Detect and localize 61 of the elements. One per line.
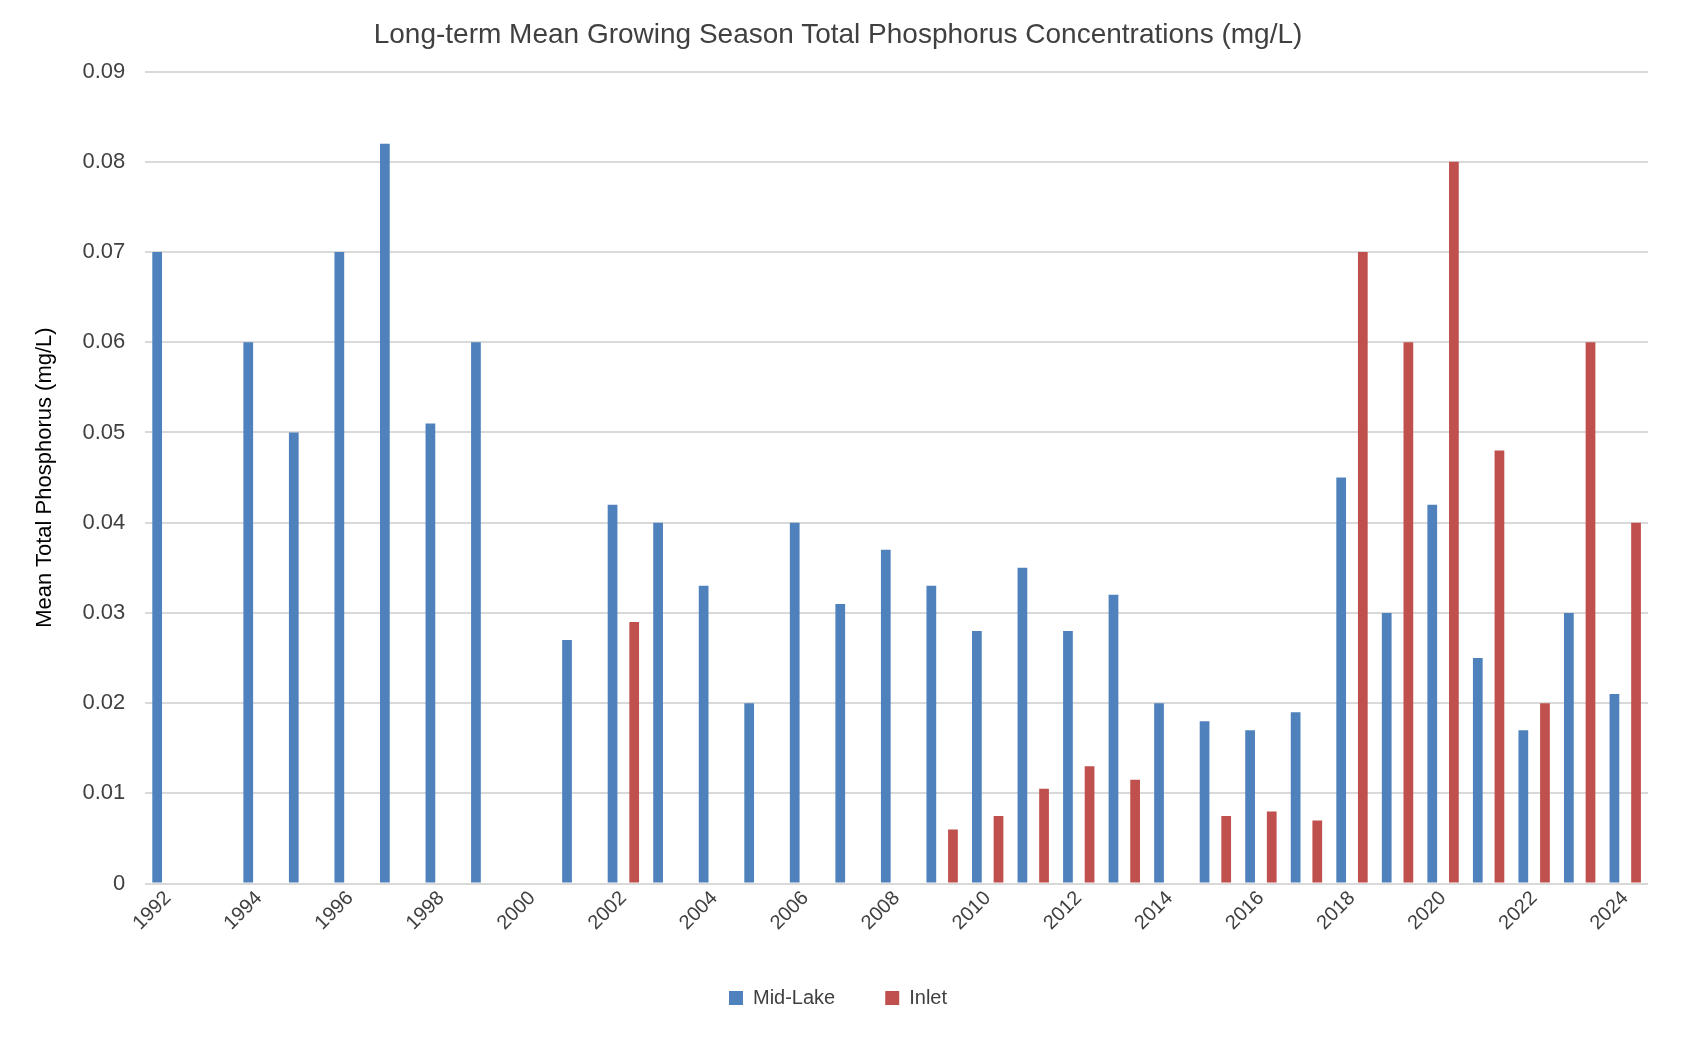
y-tick-label: 0.08 (82, 147, 126, 173)
bar (1245, 730, 1255, 883)
bar (1108, 594, 1119, 883)
bar (471, 342, 481, 883)
bar (1540, 703, 1550, 883)
bar (1564, 612, 1574, 883)
y-tick-label: 0.09 (82, 57, 126, 83)
y-tick-label: 0.06 (82, 328, 126, 354)
bar (1312, 820, 1323, 883)
bar (1084, 766, 1095, 883)
bar (607, 504, 618, 883)
bar (698, 585, 709, 883)
bar (1631, 522, 1641, 883)
legend-label: Mid-Lake (752, 985, 836, 1008)
bar (1290, 712, 1301, 883)
bar (1154, 703, 1164, 883)
bar (1518, 730, 1529, 883)
bar (948, 829, 958, 883)
y-axis-title: Mean Total Phosphorus (mg/L) (31, 327, 57, 628)
bar (629, 621, 640, 883)
bar (993, 815, 1004, 883)
bar (1381, 612, 1392, 883)
bar (334, 252, 345, 883)
y-tick-label: 0.07 (82, 238, 126, 264)
bar (152, 252, 163, 883)
bar (380, 143, 390, 883)
y-tick-label: 0.04 (82, 508, 126, 534)
bar (1357, 252, 1368, 883)
bar (1266, 811, 1277, 883)
bar (972, 630, 982, 883)
bar (926, 585, 937, 883)
bar (835, 603, 846, 883)
bar (789, 522, 800, 883)
bar (1472, 658, 1483, 883)
bar (880, 549, 891, 883)
y-tick-label: 0 (112, 869, 126, 895)
bar (1494, 450, 1505, 883)
bar (744, 703, 755, 883)
bar (653, 522, 663, 883)
bar (562, 639, 572, 883)
chart-title: Long-term Mean Growing Season Total Phosphorus Concentrations (mg/L) (373, 17, 1303, 49)
bar (1130, 779, 1140, 883)
y-tick-label: 0.05 (82, 418, 126, 444)
bar (1585, 342, 1596, 883)
bar (288, 432, 299, 883)
legend-label: Inlet (909, 985, 948, 1008)
bar (1039, 788, 1049, 883)
bar (1427, 504, 1438, 883)
bar (1017, 567, 1028, 883)
bar (1609, 694, 1620, 883)
y-tick-label: 0.02 (82, 689, 126, 715)
bar (1336, 477, 1347, 883)
bar (1063, 630, 1073, 883)
bar (1221, 815, 1232, 883)
bar (1403, 342, 1414, 883)
bar (1199, 721, 1210, 883)
bar (425, 423, 436, 883)
y-tick-label: 0.01 (82, 779, 126, 805)
y-tick-label: 0.03 (82, 598, 126, 624)
bar (1449, 161, 1459, 883)
bar (243, 342, 254, 883)
